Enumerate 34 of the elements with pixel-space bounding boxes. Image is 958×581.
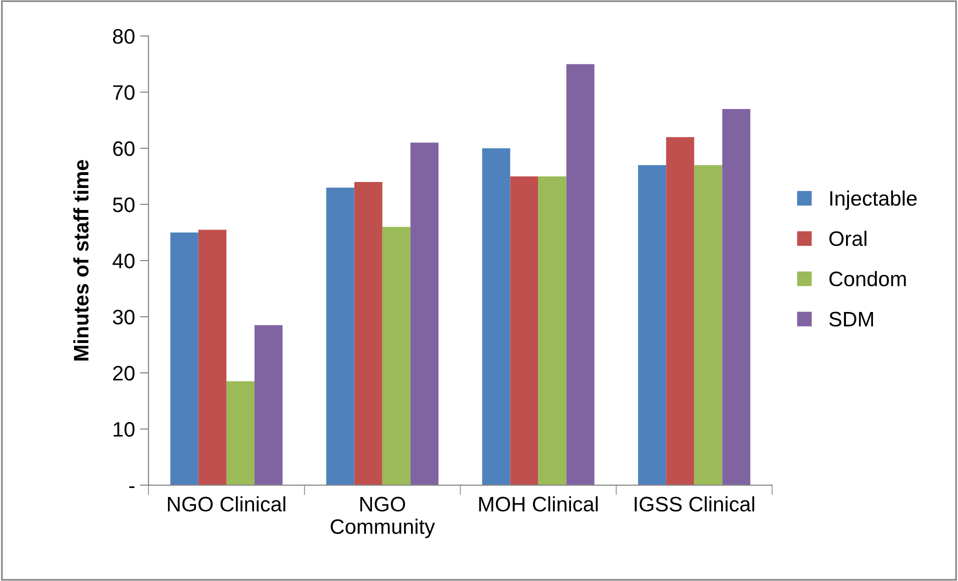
- bar: [170, 232, 198, 486]
- x-tick-label: MOH Clinical: [479, 496, 598, 512]
- legend-label: Condom: [829, 270, 906, 286]
- bar: [666, 137, 694, 486]
- y-tick-label: 80: [113, 29, 134, 44]
- x-tick-label: IGSS Clinical: [634, 496, 754, 512]
- bar: [410, 142, 438, 486]
- x-tick-label: NGO Community: [330, 496, 435, 538]
- bar: [254, 325, 283, 486]
- y-tick-label: -: [129, 486, 134, 488]
- y-tick-label: 70: [113, 85, 134, 100]
- y-tick-label: 60: [113, 141, 134, 156]
- bar: [566, 64, 594, 486]
- bar: [694, 165, 722, 486]
- bar: [482, 148, 510, 486]
- legend-label: Oral: [829, 230, 866, 246]
- y-tick-label: 10: [114, 422, 134, 437]
- y-tick-label: 50: [112, 197, 134, 212]
- legend-label: SDM: [829, 312, 873, 327]
- bar: [382, 226, 410, 486]
- y-tick-label: 30: [112, 310, 134, 324]
- bar: [226, 381, 255, 486]
- x-tick-label: NGO Clinical: [168, 496, 286, 512]
- bar: [722, 109, 750, 486]
- bar: [354, 182, 382, 486]
- legend-label: Injectable: [830, 190, 917, 210]
- bar: [510, 176, 538, 486]
- bar: [638, 165, 666, 486]
- bar: [538, 176, 566, 486]
- y-tick-label: 20: [113, 366, 134, 381]
- y-tick-label: 40: [112, 254, 134, 268]
- bar: [198, 230, 226, 486]
- bar: [326, 188, 354, 486]
- y-axis-title: Minutes of staff time: [73, 160, 89, 360]
